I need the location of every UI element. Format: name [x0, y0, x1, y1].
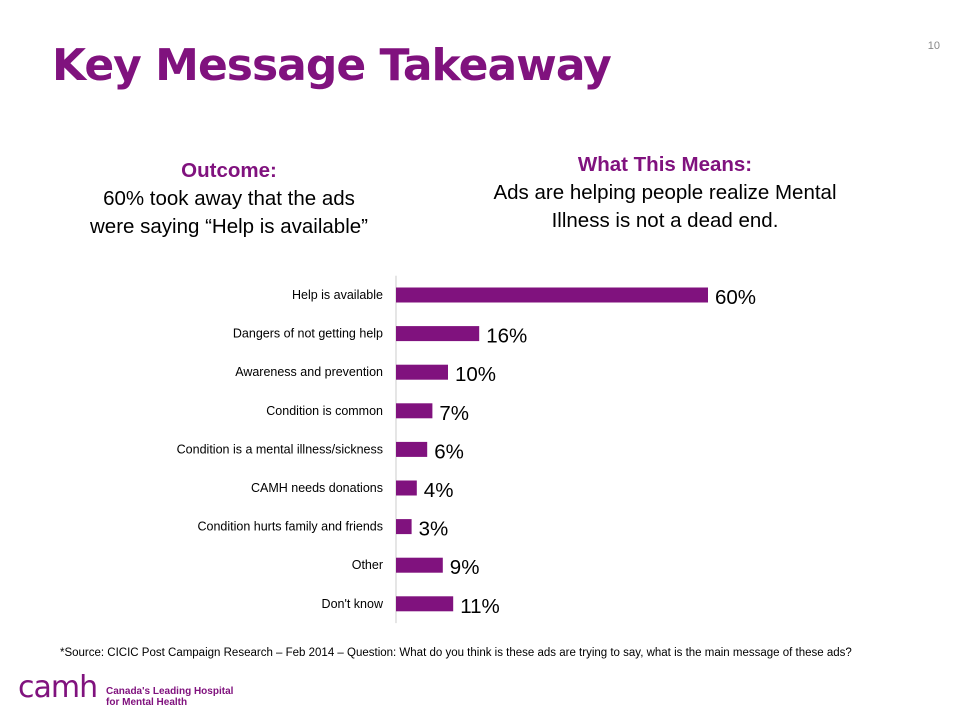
data-label: 10% — [455, 363, 496, 386]
logo-tagline-line-1: Canada's Leading Hospital — [106, 686, 234, 697]
category-label: Condition is common — [266, 404, 383, 418]
bar — [396, 441, 428, 457]
meaning-line-2: Illness is not a dead end. — [551, 209, 779, 232]
logo-wordmark: camh — [18, 670, 98, 705]
logo-tagline: Canada's Leading Hospital for Mental Hea… — [106, 686, 233, 708]
data-label: 3% — [419, 518, 449, 541]
category-label: Don't know — [322, 597, 384, 611]
category-label: Other — [352, 558, 383, 572]
bar — [396, 364, 448, 380]
camh-logo: camh Canada's Leading Hospital for Menta… — [18, 670, 248, 712]
outcome-line-1: 60% took away that the ads — [103, 187, 355, 210]
data-label: 4% — [424, 479, 454, 502]
outcome-heading: Outcome: — [181, 159, 277, 182]
page-number: 10 — [927, 40, 940, 52]
outcome-line-2: were saying “Help is available” — [89, 215, 368, 238]
meaning-heading: What This Means: — [577, 153, 753, 176]
bar — [396, 519, 412, 535]
outcome-block: Outcome: 60% took away that the ads were… — [48, 157, 410, 241]
data-label: 11% — [460, 595, 500, 618]
slide-title: Key Message Takeaway — [52, 40, 612, 91]
source-footnote: *Source: CICIC Post Campaign Research – … — [60, 647, 852, 659]
bar — [396, 326, 480, 342]
logo-tagline-line-2: for Mental Health — [106, 697, 188, 708]
bar — [396, 557, 443, 573]
bar — [396, 480, 417, 496]
bar — [396, 596, 454, 612]
category-label: Dangers of not getting help — [233, 327, 383, 341]
data-label: 16% — [486, 325, 527, 348]
category-label: CAMH needs donations — [251, 481, 383, 495]
data-label: 6% — [434, 440, 464, 463]
meaning-line-1: Ads are helping people realize Mental — [493, 181, 837, 204]
data-label: 7% — [439, 402, 469, 425]
data-label: 60% — [715, 286, 756, 309]
category-label: Condition is a mental illness/sickness — [177, 442, 383, 456]
bar — [396, 287, 708, 303]
category-label: Condition hurts family and friends — [197, 520, 383, 534]
meaning-block: What This Means: Ads are helping people … — [434, 151, 896, 235]
message-bar-chart: Help is available 60% Dangers of not getti… — [177, 275, 756, 624]
data-label: 9% — [450, 556, 480, 579]
bar — [396, 403, 433, 419]
category-label: Help is available — [292, 288, 383, 302]
category-label: Awareness and prevention — [235, 365, 383, 379]
